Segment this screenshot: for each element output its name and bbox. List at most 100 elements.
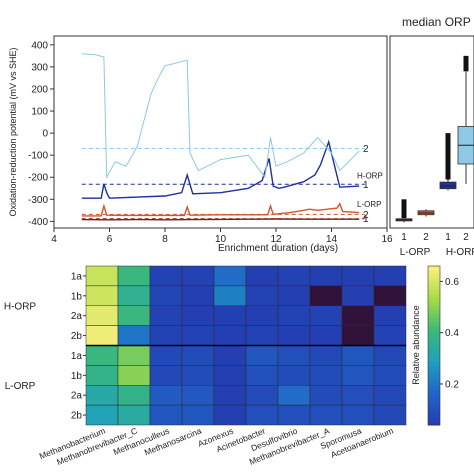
heatmap-cell [149, 265, 183, 287]
colorbar: 0.2 0.4 0.6 Relative abundance [411, 265, 459, 426]
row-label: 2b [71, 331, 83, 342]
heatmap-cell [309, 365, 343, 386]
heatmap-cell [85, 325, 119, 346]
colorbar-tick-label: 0.2 [445, 379, 459, 390]
colorbar-step [428, 293, 440, 299]
y-tick-label: 300 [31, 62, 48, 73]
heatmap-cell [117, 325, 151, 346]
colorbar-step [428, 373, 440, 378]
line-x-ticks: 4 6 8 10 12 14 16 [51, 228, 393, 245]
series-line-1a [81, 139, 360, 199]
row-label: 2a [71, 311, 83, 322]
colorbar-step [428, 285, 440, 291]
heatmap-cells [85, 265, 407, 426]
heatmap-cell [277, 285, 311, 306]
box-tick-label: 1 [445, 232, 451, 243]
heatmap-cell [341, 265, 375, 287]
heatmap-cell [213, 385, 247, 406]
series-line-2b [81, 218, 360, 221]
row-label: 1b [71, 371, 83, 382]
series-line-1b [81, 53, 360, 180]
colorbar-label: Relative abundance [411, 305, 421, 385]
line-annotation: 1 [363, 214, 369, 225]
heatmap-cell [341, 305, 375, 326]
line-y-axis-label: Oxidation-reduction potential (mV vs SHE… [8, 47, 18, 216]
heatmap-cell [373, 325, 407, 346]
line-x-axis-label: Enrichment duration (days) [218, 243, 338, 254]
heatmap-cell [245, 285, 279, 306]
colorbar-step [428, 281, 440, 287]
colorbar-step [428, 341, 440, 346]
heatmap-cell [85, 365, 119, 386]
colorbar-step [428, 269, 440, 275]
box-tick-label: 1 [401, 232, 407, 243]
heatmap-row-labels: 1a 1b 2a 2b 1a 1b 2a 2b H-ORP L-ORP [4, 271, 86, 422]
colorbar-step [428, 337, 440, 343]
boxplot-boxes [395, 55, 474, 223]
heatmap-cell [85, 404, 119, 426]
colorbar-step [428, 365, 440, 370]
colorbar-step [428, 361, 440, 366]
heatmap-cell [309, 325, 343, 346]
colorbar-frame [427, 265, 441, 426]
heatmap-cell [181, 285, 215, 306]
box-group-label: H-ORP [446, 247, 474, 258]
heatmap-cell [149, 345, 183, 366]
heatmap-cell [341, 325, 375, 346]
box-tick-label: 2 [463, 232, 469, 243]
colorbar-step [428, 333, 440, 339]
y-tick-label: -400 [28, 217, 48, 228]
boxplot-x-ticks: 1 2 1 2 L-ORP H-ORP [400, 232, 474, 258]
heatmap-cell [341, 345, 375, 366]
colorbar-step [428, 277, 440, 283]
colorbar-step [428, 401, 440, 406]
colorbar-step [428, 273, 440, 279]
box-H-ORP-1 [439, 181, 457, 190]
x-tick-label: 4 [51, 234, 57, 245]
colorbar-step [428, 385, 440, 390]
colorbar-step [428, 381, 440, 386]
heatmap-cell [117, 285, 151, 306]
heatmap-cell [149, 385, 183, 406]
colorbar-step [428, 393, 440, 398]
heatmap-cell [117, 305, 151, 326]
y-tick-label: -200 [28, 173, 48, 184]
x-tick-label: 8 [162, 234, 168, 245]
heatmap-cell [277, 385, 311, 406]
heatmap-cell [213, 305, 247, 326]
colorbar-step [428, 389, 440, 394]
colorbar-step [428, 305, 440, 311]
heatmap-cell [213, 345, 247, 366]
heatmap-cell [117, 404, 151, 426]
heatmap-cell [245, 305, 279, 326]
x-tick-label: 14 [326, 234, 338, 245]
heatmap-cell [213, 325, 247, 346]
y-tick-label: -300 [28, 195, 48, 206]
boxplot-title: median ORP [402, 15, 471, 29]
y-tick-label: 200 [31, 84, 48, 95]
heatmap-cell [373, 305, 407, 326]
x-tick-label: 12 [270, 234, 282, 245]
heatmap-cell [373, 265, 407, 287]
y-tick-label: 100 [31, 107, 48, 118]
y-tick-label: -100 [28, 151, 48, 162]
heatmap-cell [373, 404, 407, 426]
colorbar-step [428, 369, 440, 374]
heatmap-cell [149, 404, 183, 426]
heatmap-cell [149, 365, 183, 386]
line-annotation: H-ORP [357, 172, 383, 181]
colorbar-step [428, 349, 440, 354]
x-tick-label: 6 [107, 234, 113, 245]
heatmap-cell [373, 345, 407, 366]
heatmap-cell [245, 404, 279, 426]
heatmap-cell [309, 345, 343, 366]
heatmap-cell [373, 385, 407, 406]
heatmap-cell [245, 365, 279, 386]
heatmap-column-labels: MethanobacteriumMethanobrevibacter_CMeth… [38, 425, 395, 467]
colorbar-step [428, 353, 440, 358]
line-annotation: L-ORP [357, 200, 381, 209]
heatmap-cell [277, 404, 311, 426]
heatmap-cell [373, 365, 407, 386]
row-group-label: H-ORP [4, 301, 37, 312]
row-label: 2b [71, 411, 83, 422]
